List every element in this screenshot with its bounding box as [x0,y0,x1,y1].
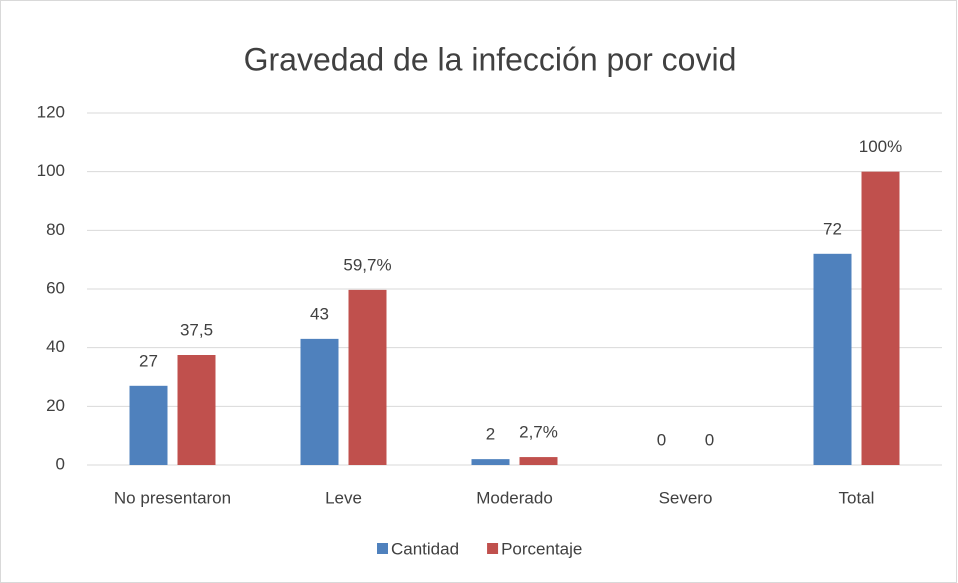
data-label: 2,7% [519,423,558,442]
bar [300,338,339,465]
bar [861,171,900,465]
y-tick-label: 0 [56,454,65,473]
x-tick-label: Total [839,488,875,507]
x-tick-label: Severo [659,488,713,507]
bar [519,457,558,465]
y-tick-label: 120 [37,102,65,121]
bar [348,289,387,465]
data-label: 27 [139,351,158,370]
y-tick-label: 60 [46,278,65,297]
bar [129,385,168,465]
data-label: 0 [657,430,666,449]
y-tick-label: 100 [37,161,65,180]
data-label: 0 [705,430,714,449]
legend-swatch [487,543,499,554]
y-tick-label: 80 [46,220,65,239]
data-label: 100% [859,137,902,156]
data-label: 72 [823,219,842,238]
legend-label: Cantidad [391,539,459,558]
legend-label: Porcentaje [501,539,582,558]
x-tick-label: Moderado [476,488,553,507]
data-label: 59,7% [343,255,391,274]
x-tick-label: Leve [325,488,362,507]
bar [177,355,216,465]
bar [813,253,852,465]
legend-swatch [377,543,388,554]
data-label: 2 [486,425,495,444]
chart-title: Gravedad de la infección por covid [244,41,737,77]
x-tick-label: No presentaron [114,488,231,507]
bar [471,459,510,465]
y-tick-label: 20 [46,396,65,415]
y-tick-label: 40 [46,337,65,356]
data-label: 43 [310,304,329,323]
data-label: 37,5 [180,320,213,339]
